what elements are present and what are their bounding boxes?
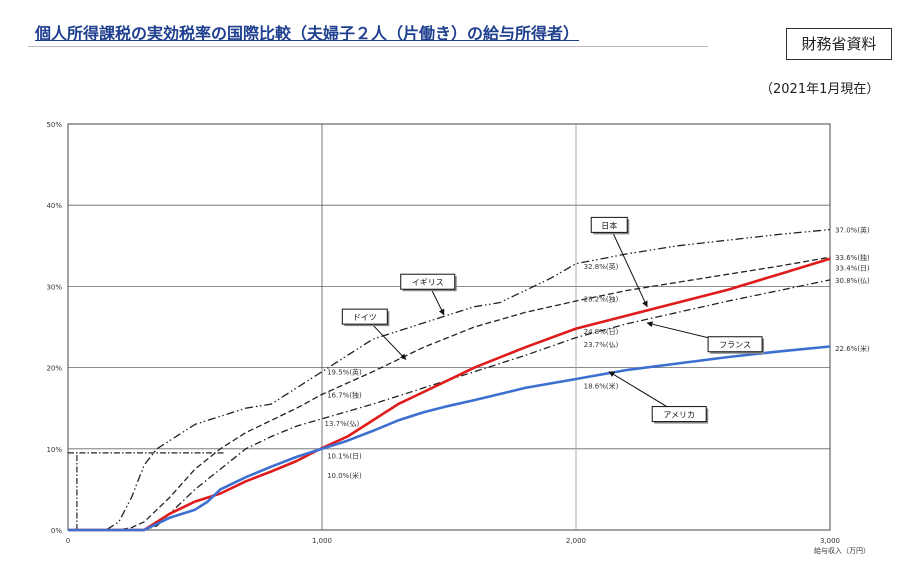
- series-line-uk: [68, 228, 831, 531]
- value-label: 22.6%(米): [835, 344, 870, 353]
- reference-lines: [68, 452, 226, 530]
- series-callout-label: 日本: [601, 220, 617, 230]
- chart-axes: 0% 10% 20% 30% 40% 50% 0 1,000 2,000 3,000給与収入（万円…: [46, 121, 870, 555]
- series-line-jp: [68, 257, 831, 532]
- series-callout-label: イギリス: [412, 278, 444, 287]
- y-tick-label: 20%: [46, 365, 62, 373]
- x-axis-title: 給与収入（万円）: [814, 546, 870, 555]
- value-label: 10.1%(日): [327, 452, 362, 460]
- page-title: 個人所得課税の実効税率の国際比較（夫婦子２人（片働き）の給与所得者）: [35, 24, 580, 43]
- series-callout-label: フランス: [719, 341, 751, 350]
- series-line-fr: [68, 279, 831, 531]
- y-tick-label: 30%: [46, 283, 62, 291]
- y-tick-label: 40%: [46, 202, 62, 210]
- y-tick-label: 0%: [51, 527, 62, 535]
- y-tick-label: 10%: [46, 446, 62, 454]
- x-tick-label: 3,000: [820, 537, 840, 545]
- source-box: 財務省資料: [786, 28, 892, 60]
- x-tick-label: 1,000: [312, 537, 332, 545]
- chart-annotations: 19.5%(英) 16.7%(独) 13.7%(仏) 10.1%(日) 10.0%(米)…: [325, 226, 871, 480]
- title-underline: [28, 46, 708, 47]
- as-of-date: （2021年1月現在）: [760, 82, 880, 97]
- series-line-de: [68, 256, 831, 531]
- value-label: 33.4%(日): [835, 265, 870, 273]
- value-label: 24.8%(日): [584, 328, 619, 336]
- value-label: 10.0%(米): [327, 471, 362, 480]
- y-tick-label: 50%: [46, 121, 62, 129]
- value-label: 16.7%(独): [327, 390, 362, 399]
- callout-box: [590, 216, 628, 233]
- series-callout-label: アメリカ: [663, 411, 695, 420]
- value-label: 32.8%(英): [584, 262, 619, 271]
- x-tick-label: 2,000: [566, 537, 586, 545]
- value-label: 23.7%(仏): [584, 341, 619, 349]
- value-label: 18.6%(米): [584, 381, 619, 390]
- chart-series: [68, 228, 831, 532]
- callout-arrow: [608, 224, 648, 308]
- value-label: 19.5%(英): [327, 368, 362, 377]
- value-label: 33.6%(独): [835, 253, 870, 262]
- value-label: 37.0%(英): [835, 226, 870, 235]
- plot-frame: [67, 123, 831, 531]
- value-label: 30.8%(仏): [835, 277, 870, 285]
- series-line-us: [68, 345, 831, 532]
- callout-box: [707, 336, 763, 353]
- series-callout-label: ドイツ: [353, 313, 377, 322]
- callout-box: [400, 273, 456, 290]
- x-tick-label: 0: [66, 537, 70, 545]
- callout-box: [651, 406, 707, 423]
- callout-box: [341, 308, 388, 325]
- chart-grid: [67, 123, 831, 531]
- value-label: 13.7%(仏): [325, 420, 360, 428]
- value-label: 28.2%(独): [584, 295, 619, 304]
